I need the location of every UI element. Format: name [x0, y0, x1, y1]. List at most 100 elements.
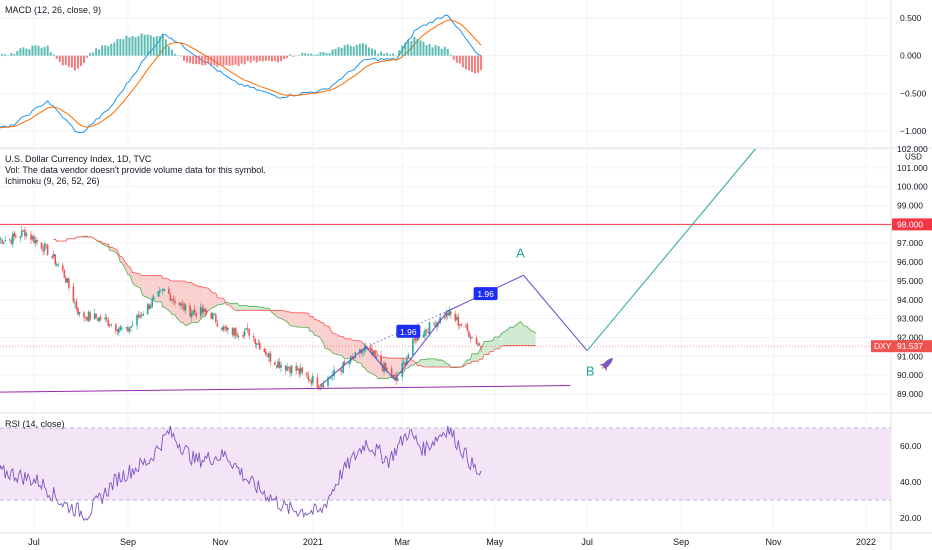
candle-body	[195, 313, 197, 317]
macd-hist-bar	[373, 49, 376, 56]
candle-body	[0, 238, 2, 240]
cloud-segment	[431, 358, 436, 367]
macd-hist-bar	[61, 55, 64, 66]
candle-body	[310, 380, 313, 384]
candle-body	[1, 239, 3, 244]
price-tick-label: 90.000	[897, 370, 923, 380]
cloud-segment	[311, 316, 313, 332]
candle-body	[427, 331, 429, 334]
macd-hist-bar	[107, 45, 110, 56]
candle-body	[234, 327, 237, 336]
candle-body	[119, 326, 122, 330]
macd-hist-bar	[270, 55, 273, 62]
cloud-segment	[184, 281, 186, 326]
macd-hist-bar	[258, 55, 261, 61]
cloud-segment	[303, 312, 309, 328]
macd-hist-bar	[137, 36, 140, 56]
cloud-segment	[523, 325, 526, 346]
candle-body	[140, 314, 143, 316]
candle-body	[468, 331, 470, 338]
cloud-segment	[332, 333, 335, 354]
cloud-segment	[185, 281, 188, 326]
macd-hist-bar	[370, 48, 373, 56]
candle-body	[75, 301, 78, 309]
macd-hist-bar	[310, 53, 313, 56]
macd-hist-bar	[198, 55, 201, 65]
cloud-segment	[194, 284, 197, 323]
candle-body	[169, 294, 172, 301]
cloud-segment	[218, 297, 224, 305]
candle-body	[330, 377, 332, 379]
candle-body	[205, 310, 208, 314]
macd-histogram	[0, 33, 483, 74]
cloud-segment	[153, 275, 156, 302]
macd-hist-bar	[152, 37, 155, 56]
macd-hist-bar	[195, 55, 198, 65]
candle-body	[359, 349, 361, 353]
rsi-legend[interactable]: RSI (14, close)	[5, 419, 65, 430]
candle-body	[305, 373, 308, 376]
macd-hist-bar	[222, 55, 225, 66]
drawing-tools[interactable]: 1.96 1.96 A B	[0, 148, 891, 393]
macd-hist-bar	[470, 55, 473, 73]
candle-body	[128, 328, 131, 331]
candle-body	[384, 363, 387, 370]
macd-hist-bar	[331, 49, 334, 56]
macd-hist-bar	[219, 55, 222, 65]
macd-hist-bar	[346, 44, 349, 56]
candle-body	[396, 378, 399, 381]
macd-hist-bar	[170, 49, 173, 56]
cloud-segment	[281, 310, 283, 320]
cloud-segment	[187, 282, 192, 326]
candle-body	[52, 254, 55, 257]
candle-body	[340, 370, 343, 372]
macd-hist-bar	[392, 53, 395, 56]
macd-hist-bar	[404, 42, 407, 56]
macd-legend[interactable]: MACD (12, 26, close, 9)	[5, 5, 101, 16]
candle-body	[393, 374, 396, 377]
candle-body	[362, 351, 364, 353]
candle-body	[55, 264, 58, 266]
candle-body	[84, 316, 87, 318]
macd-hist-bar	[34, 45, 37, 56]
cloud-segment	[143, 275, 145, 297]
candle-body	[255, 343, 258, 346]
price-axes: 102.000 101.000 100.000 99.000 98.000 97.000 9…	[871, 13, 932, 523]
candle-body	[478, 343, 481, 346]
candle-body	[4, 240, 7, 242]
cloud-segment	[471, 353, 474, 362]
candle-body	[162, 289, 164, 291]
cloud-segment	[217, 297, 219, 305]
candle-body	[348, 361, 351, 365]
macd-hist-bar	[125, 35, 128, 56]
ratio-label-1-bg	[396, 324, 421, 338]
macd-hist-bar	[180, 55, 183, 57]
candle-body	[237, 336, 240, 337]
rsi-title: RSI (14, close)	[5, 419, 65, 429]
cloud-segment	[525, 326, 527, 346]
candle-body	[375, 356, 378, 358]
candle-body	[259, 343, 261, 350]
candle-body	[424, 330, 426, 337]
macd-hist-bar	[301, 52, 304, 56]
cloud-segment	[144, 275, 150, 299]
candle-body	[252, 336, 255, 338]
macd-hist-bar	[440, 48, 443, 56]
macd-hist-bar	[467, 55, 470, 71]
price-legend[interactable]: U.S. Dollar Currency Index, 1D, TVC Vol:…	[5, 154, 266, 187]
macd-signal-line	[0, 19, 482, 129]
cloud-segment	[259, 307, 262, 311]
cloud-segment	[509, 327, 512, 346]
macd-hist-bar	[377, 53, 380, 56]
candle-body	[460, 324, 463, 326]
candle-body	[248, 328, 250, 336]
candle-body	[11, 234, 14, 244]
cloud-segment	[138, 273, 141, 288]
macd-hist-bar	[158, 36, 161, 56]
macd-hist-bar	[89, 53, 92, 56]
macd-hist-bar	[113, 42, 116, 56]
time-axis: Jul Sep Nov 2021 Mar May Jul Sep Nov 2022	[28, 537, 876, 547]
candle-body	[307, 375, 310, 380]
macd-hist-bar	[416, 39, 419, 56]
